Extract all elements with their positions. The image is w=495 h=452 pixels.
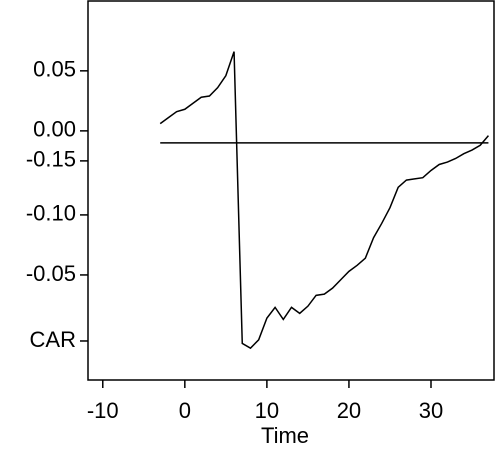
x-axis-label: Time (261, 423, 309, 448)
y-tick-label: 0.05 (33, 57, 76, 82)
y-tick-label: CAR (30, 327, 76, 352)
plot-frame (87, 0, 495, 381)
data-line (159, 51, 490, 350)
y-tick-label: -0.10 (26, 201, 76, 226)
y-tick-label: -0.05 (26, 261, 76, 286)
y-tick-label: 0.00 (33, 117, 76, 142)
x-tick-label: 10 (255, 398, 279, 423)
x-tick-label: -10 (87, 398, 119, 423)
x-tick-label: 20 (337, 398, 361, 423)
y-tick-label: -0.15 (26, 147, 76, 172)
x-tick-label: 0 (179, 398, 191, 423)
x-tick-label: 30 (419, 398, 443, 423)
